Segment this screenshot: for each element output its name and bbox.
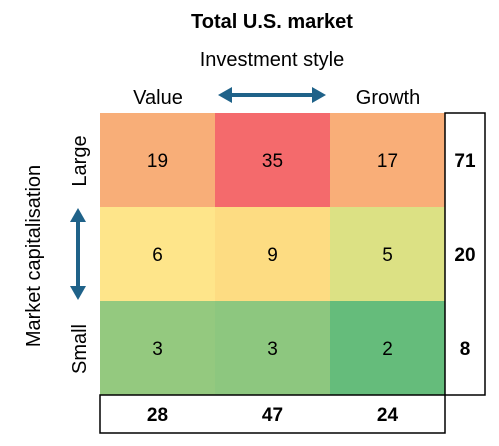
row-total-2: 20 — [454, 245, 475, 266]
cell-value-r1-c1: 19 — [147, 151, 168, 172]
vertical-arrow-icon — [70, 208, 86, 300]
column-total-1: 28 — [147, 405, 168, 426]
heatmap-cell-r3-c1 — [100, 301, 215, 395]
column-totals-box — [99, 394, 446, 434]
cell-value-r1-c2: 35 — [262, 151, 283, 172]
x-axis-right-label: Growth — [356, 87, 420, 109]
heatmap-cell-r2-c1 — [100, 207, 215, 301]
row-totals-box — [444, 112, 486, 396]
heatmap-cell-r1-c1 — [100, 113, 215, 207]
column-total-2: 47 — [262, 405, 283, 426]
heatmap-cell-r1-c3 — [330, 113, 445, 207]
y-axis-title: Market capitalisation — [23, 165, 45, 347]
horizontal-arrow-icon — [218, 87, 326, 103]
heatmap-cell-r3-c2 — [215, 301, 330, 395]
cell-value-r2-c2: 9 — [267, 245, 278, 266]
column-total-3: 24 — [377, 405, 399, 426]
y-axis-bottom-label: Small — [69, 324, 91, 374]
chart-subtitle: Investment style — [200, 49, 345, 71]
cell-value-r2-c1: 6 — [152, 245, 163, 266]
cell-value-r2-c3: 5 — [382, 245, 393, 266]
heatmap-cell-r1-c2 — [215, 113, 330, 207]
heatmap-cell-r3-c3 — [330, 301, 445, 395]
row-total-3: 8 — [460, 339, 471, 360]
heatmap-cell-r2-c3 — [330, 207, 445, 301]
row-total-1: 71 — [454, 151, 476, 172]
cell-value-r1-c3: 17 — [377, 151, 398, 172]
cell-value-r3-c2: 3 — [267, 339, 278, 360]
chart-title: Total U.S. market — [191, 11, 353, 33]
cell-value-r3-c1: 3 — [152, 339, 163, 360]
cell-value-r3-c3: 2 — [382, 339, 393, 360]
y-axis-top-label: Large — [69, 135, 91, 186]
heatmap-cell-r2-c2 — [215, 207, 330, 301]
x-axis-left-label: Value — [133, 87, 183, 109]
